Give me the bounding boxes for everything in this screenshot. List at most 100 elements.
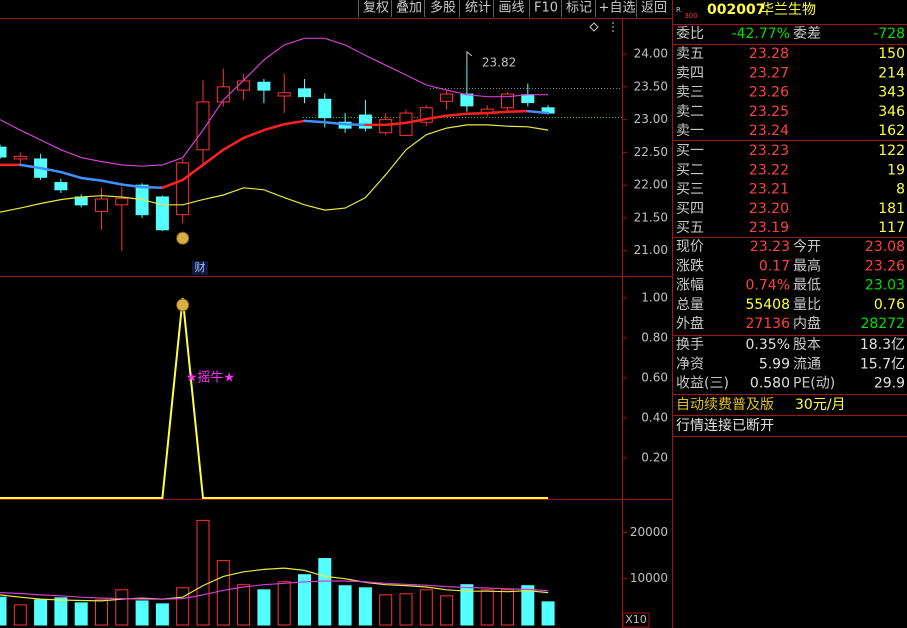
toolbar-button[interactable]: F10 bbox=[534, 1, 558, 16]
field-label: 最低 bbox=[793, 278, 821, 294]
book-volume: 122 bbox=[878, 143, 905, 159]
candle-body bbox=[176, 162, 190, 216]
candle-body bbox=[13, 155, 27, 160]
ma-segment bbox=[120, 183, 144, 189]
book-price: 23.25 bbox=[749, 104, 789, 120]
book-price: 23.19 bbox=[749, 220, 789, 236]
toolbar-button[interactable]: 统计 bbox=[465, 1, 491, 16]
ma-segment bbox=[445, 112, 469, 117]
subscription[interactable]: 自动续费普及版 bbox=[676, 396, 774, 413]
volume-bar bbox=[399, 593, 413, 626]
toolbar-button[interactable]: +自选 bbox=[599, 1, 636, 16]
field-label: 涨跌 bbox=[676, 258, 704, 274]
field-label: 总量 bbox=[676, 297, 704, 313]
field-label: 流通 bbox=[793, 356, 821, 372]
toolbar-icons bbox=[589, 22, 614, 32]
field-value: 27136 bbox=[745, 316, 790, 332]
candle-body bbox=[95, 198, 108, 212]
field-label: 委差 bbox=[793, 26, 821, 42]
volume-bar bbox=[196, 519, 210, 626]
ma-segment bbox=[201, 148, 225, 167]
field-value: 23.03 bbox=[865, 278, 905, 294]
volume-bar bbox=[541, 601, 555, 626]
candle-body bbox=[318, 98, 332, 119]
ma-segment bbox=[526, 109, 550, 115]
volume-ma bbox=[0, 567, 549, 602]
unit-box bbox=[622, 612, 650, 628]
band-line bbox=[0, 124, 549, 213]
volume-bar bbox=[54, 597, 68, 626]
toolbar-button[interactable]: 复权 bbox=[363, 0, 389, 16]
signal-label: ★摇牛★ bbox=[186, 371, 235, 386]
coin-icon bbox=[176, 298, 190, 312]
ma-segment bbox=[323, 120, 347, 126]
ma-segment bbox=[79, 176, 103, 182]
volume-bar bbox=[338, 585, 352, 626]
stock-code: 002007 bbox=[707, 2, 765, 18]
y-tick-label: 0.20 bbox=[641, 451, 668, 465]
book-label: 卖四 bbox=[676, 65, 704, 81]
ma-segment bbox=[161, 178, 184, 190]
subscription-price[interactable]: 30元/月 bbox=[795, 397, 846, 413]
event-label: 财 bbox=[195, 260, 206, 274]
ma-segment bbox=[19, 163, 42, 170]
volume-bar bbox=[74, 602, 88, 626]
indicator-line bbox=[0, 297, 549, 499]
field-value: 0.74% bbox=[746, 278, 790, 294]
y-tick-label: 10000 bbox=[630, 571, 668, 585]
book-label: 卖五 bbox=[676, 46, 704, 62]
field-label: 今开 bbox=[793, 239, 821, 255]
ma-segment bbox=[242, 128, 266, 140]
toolbar-button[interactable]: 标记 bbox=[566, 1, 592, 16]
field-value: 0.580 bbox=[750, 376, 790, 392]
volume-bar bbox=[358, 587, 372, 626]
toolbar-button[interactable]: 返回 bbox=[641, 1, 667, 16]
ma-segment bbox=[59, 170, 83, 180]
candle-body bbox=[521, 94, 535, 104]
band-line bbox=[0, 37, 549, 167]
book-label: 买一 bbox=[676, 143, 704, 159]
candle-body bbox=[277, 92, 291, 97]
candle-body bbox=[115, 197, 129, 206]
field-label: PE(动) bbox=[793, 376, 835, 392]
ma-segment bbox=[181, 163, 205, 182]
book-volume: 346 bbox=[878, 104, 905, 120]
field-value: 18.3亿 bbox=[860, 337, 905, 353]
book-volume: 117 bbox=[878, 220, 905, 236]
toolbar-button[interactable]: 画线 bbox=[498, 1, 524, 16]
y-tick-label: 23.00 bbox=[634, 112, 668, 126]
field-label: 内盘 bbox=[793, 315, 821, 332]
ma-segment bbox=[282, 119, 306, 126]
toolbar-button[interactable]: 多股 bbox=[430, 0, 456, 16]
field-label: 收益(三) bbox=[676, 376, 729, 392]
volume-bar bbox=[379, 594, 393, 626]
ma-segment bbox=[262, 122, 286, 132]
ma-segment bbox=[343, 122, 367, 127]
toolbar-button[interactable]: 叠加 bbox=[396, 1, 422, 16]
field-value: 23.26 bbox=[865, 258, 905, 274]
book-volume: 150 bbox=[878, 46, 905, 62]
field-value: 23.23 bbox=[750, 239, 790, 255]
volume-ma bbox=[0, 580, 549, 600]
book-price: 23.26 bbox=[749, 85, 789, 101]
event-badge bbox=[192, 261, 208, 275]
book-price: 23.28 bbox=[749, 46, 789, 62]
book-volume: 181 bbox=[878, 201, 905, 217]
y-tick-label: 22.00 bbox=[634, 178, 668, 192]
field-value: 15.7亿 bbox=[860, 356, 905, 372]
volume-bar bbox=[440, 595, 454, 626]
field-label: 最高 bbox=[793, 257, 821, 274]
book-volume: 214 bbox=[878, 65, 905, 81]
volume-bar bbox=[216, 560, 230, 626]
ma-segment bbox=[222, 136, 245, 152]
high-flag bbox=[466, 50, 473, 66]
book-label: 买五 bbox=[676, 220, 704, 236]
y-tick-label: 21.00 bbox=[634, 243, 668, 257]
volume-bar bbox=[115, 589, 129, 626]
field-label: 量比 bbox=[793, 297, 821, 313]
field-label: 换手 bbox=[676, 336, 704, 353]
badge: R bbox=[676, 6, 681, 14]
unit-label: X10 bbox=[625, 613, 647, 626]
